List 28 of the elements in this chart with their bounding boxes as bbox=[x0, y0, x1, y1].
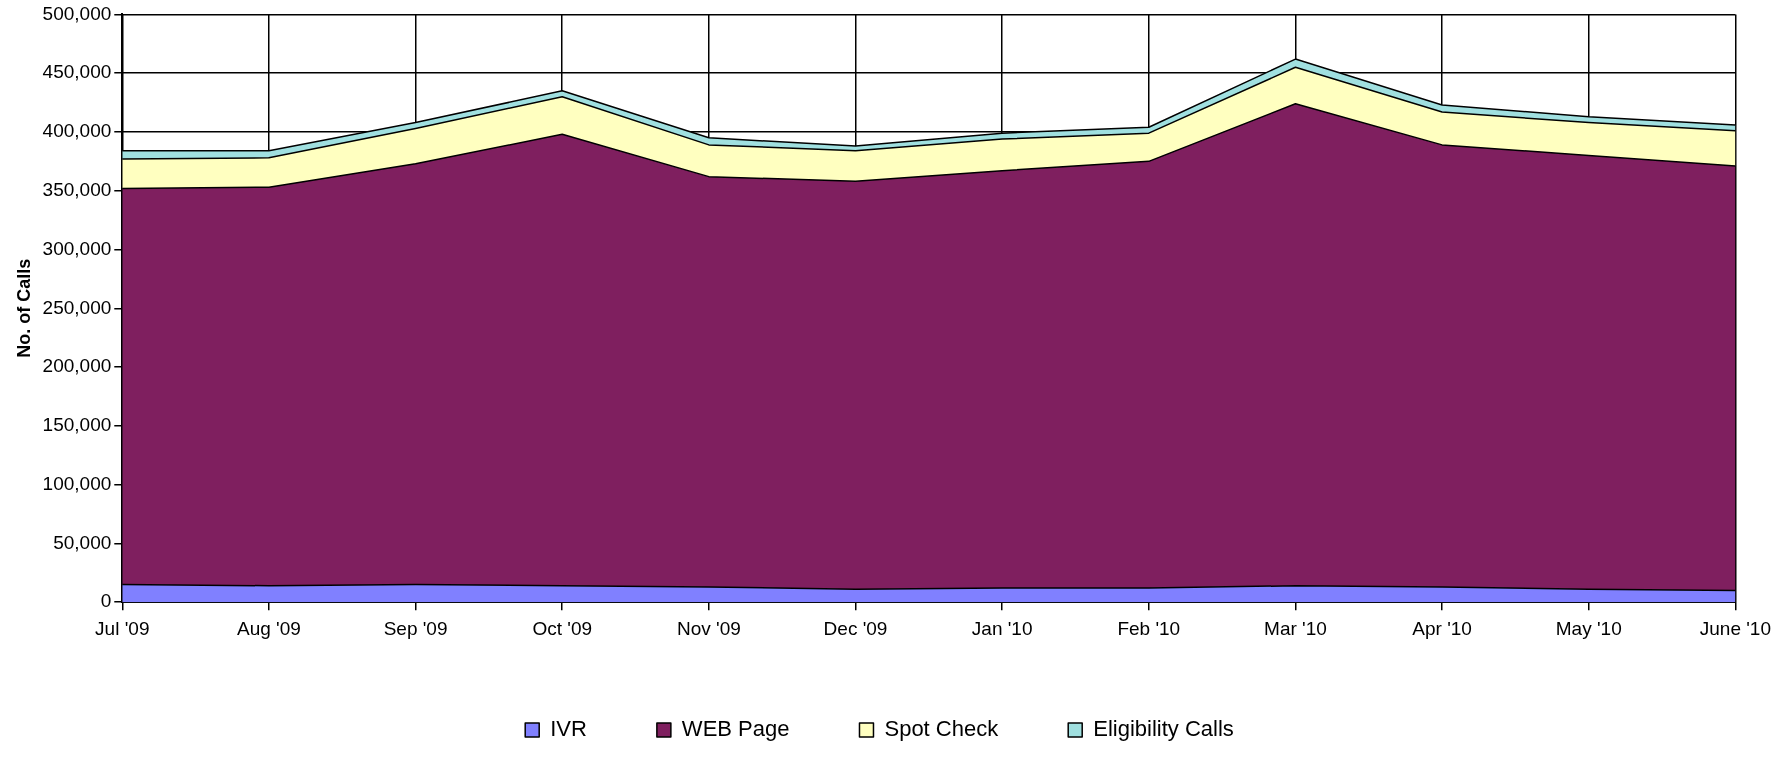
x-tick-label: June '10 bbox=[1699, 617, 1771, 639]
y-axis-title: No. of Calls bbox=[13, 258, 34, 358]
y-tick-label: 350,000 bbox=[42, 178, 112, 200]
x-tick-label: Oct '09 bbox=[532, 617, 593, 639]
y-tick-label: 50,000 bbox=[53, 531, 112, 553]
legend-label: WEB Page bbox=[681, 716, 790, 742]
y-tick-label: 150,000 bbox=[42, 414, 112, 436]
y-tick-label: 300,000 bbox=[42, 237, 112, 259]
legend-label: Spot Check bbox=[884, 716, 1000, 742]
x-tick-label: May '10 bbox=[1555, 617, 1622, 639]
y-tick-label: 250,000 bbox=[42, 296, 112, 318]
y-tick-label: 500,000 bbox=[42, 2, 112, 24]
x-tick-label: Mar '10 bbox=[1264, 617, 1327, 639]
x-tick-label: Aug '09 bbox=[237, 617, 301, 639]
x-tick-label: Apr '10 bbox=[1412, 617, 1472, 639]
y-tick-label: 200,000 bbox=[42, 355, 112, 377]
y-tick-label: 450,000 bbox=[42, 61, 112, 83]
legend-label: IVR bbox=[550, 716, 587, 742]
x-tick-label: Feb '10 bbox=[1117, 617, 1181, 639]
x-tick-label: Dec '09 bbox=[823, 617, 888, 639]
y-tick-label: 400,000 bbox=[42, 120, 112, 142]
legend-label: Eligibility Calls bbox=[1093, 716, 1234, 742]
y-tick-label: 0 bbox=[100, 590, 112, 612]
x-tick-label: Jul '09 bbox=[95, 617, 150, 639]
x-tick-label: Nov '09 bbox=[676, 617, 741, 639]
x-tick-label: Jan '10 bbox=[971, 617, 1033, 639]
y-tick-label: 100,000 bbox=[42, 472, 112, 494]
x-tick-label: Sep '09 bbox=[383, 617, 448, 639]
